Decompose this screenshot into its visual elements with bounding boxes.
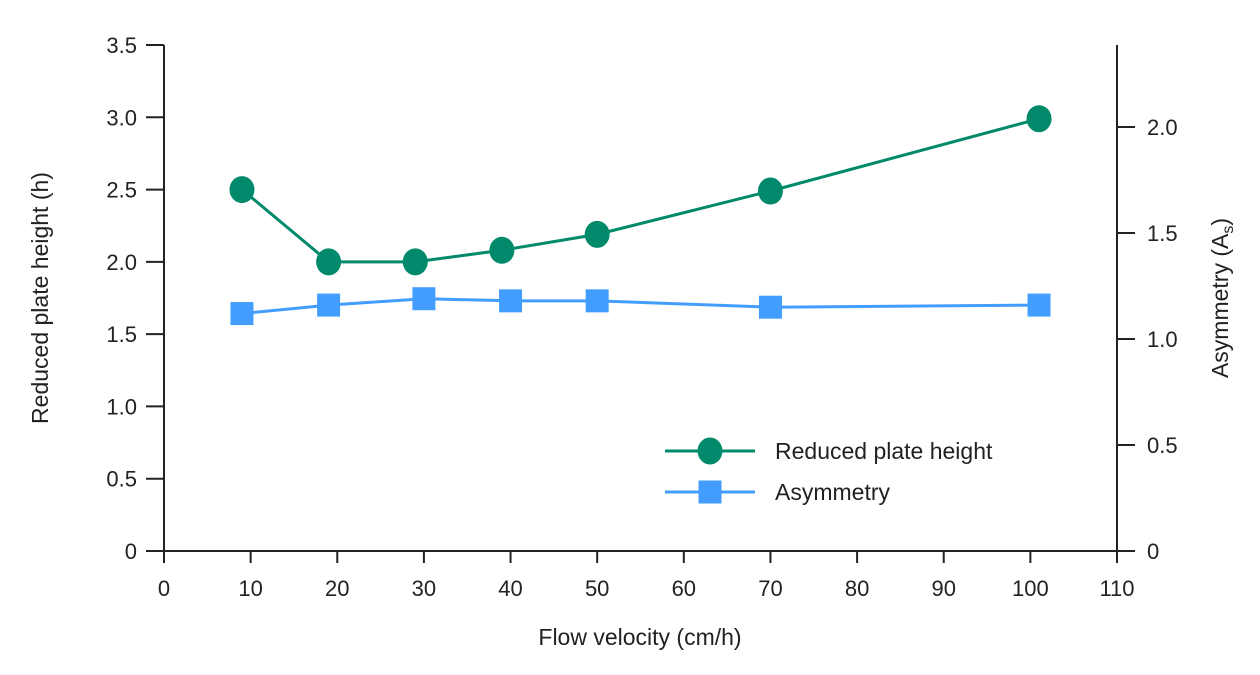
y-tick-label: 3.0 [106,105,137,130]
data-point [412,287,436,311]
y-tick-label: 2.5 [106,178,137,203]
y2-tick-label: 2.0 [1147,115,1178,140]
y-tick-label: 0.5 [106,467,137,492]
x-tick-label: 30 [412,576,436,601]
legend-label: Reduced plate height [775,438,993,464]
data-point [229,176,255,204]
legend: Reduced plate height Asymmetry [665,437,993,505]
y-tick-label: 2.0 [106,250,137,275]
y2-tick-label: 0 [1147,539,1159,564]
data-point [1026,105,1052,133]
series-line [241,117,1040,264]
data-point [402,248,428,276]
legend-label: Asymmetry [775,479,891,505]
x-tick-label: 50 [585,576,609,601]
y2-axis-label: Asymmetry (As) [1207,218,1237,378]
x-tick-label: 20 [325,576,349,601]
y-tick-label: 1.0 [106,394,137,419]
axes: 0 10 20 30 40 50 60 70 80 90 100 110 0 0.5 1.0 1.5 2.0 2.… [106,33,1177,601]
x-tick-label: 0 [158,576,170,601]
data-point [317,293,341,317]
x-tick-label: 100 [1012,576,1049,601]
x-axis-label: Flow velocity (cm/h) [538,624,741,650]
x-tick-label: 110 [1099,576,1134,601]
data-point [499,289,523,313]
series [229,105,1052,326]
y2-tick-label: 0.5 [1147,433,1178,458]
legend-item: Reduced plate height [665,437,993,465]
data-point [316,248,342,276]
y-tick-label: 1.5 [106,322,137,347]
y-tick-label: 0 [125,539,137,564]
legend-item: Asymmetry [665,479,891,505]
data-point [758,295,782,319]
data-point [489,236,515,264]
series-2 [230,287,1051,326]
series-1 [229,105,1052,276]
x-tick-label: 10 [238,576,262,601]
y-axis-label: Reduced plate height (h) [27,172,53,424]
x-tick-label: 40 [498,576,522,601]
x-tick-label: 60 [672,576,696,601]
y-tick-label: 3.5 [106,33,137,58]
legend-marker [698,480,722,504]
x-tick-label: 70 [758,576,782,601]
series-line [241,297,1040,316]
data-point [584,220,610,248]
data-point [1027,293,1051,317]
x-tick-label: 90 [931,576,955,601]
x-tick-label: 80 [845,576,869,601]
legend-marker [697,437,723,465]
y2-tick-label: 1.0 [1147,327,1178,352]
data-point [230,302,254,326]
data-point [757,177,783,205]
data-point [585,289,609,313]
y2-tick-label: 1.5 [1147,221,1178,246]
